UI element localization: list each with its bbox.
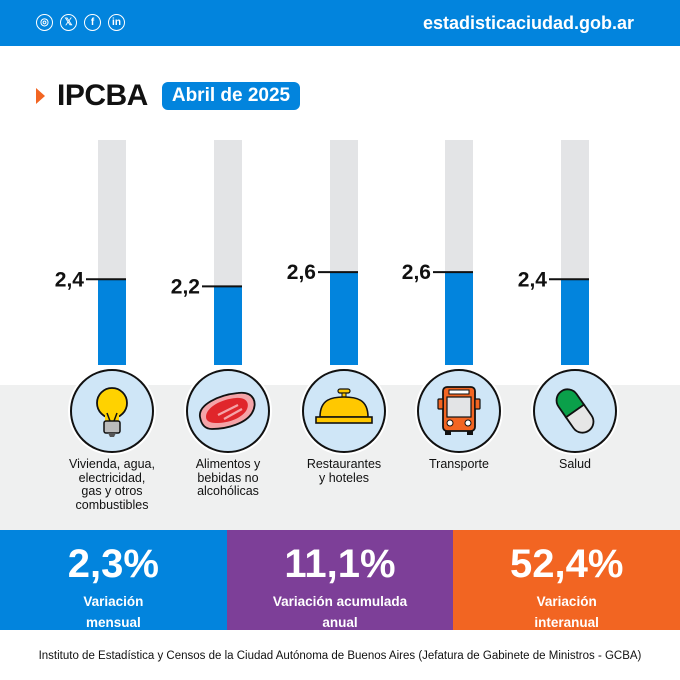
- top-bar: ◎ 𝕏 f in estadisticaciudad.gob.ar: [0, 0, 680, 46]
- bus-icon: [437, 386, 481, 435]
- data-label: 2,4: [55, 268, 85, 291]
- category-label-line: y hoteles: [318, 470, 370, 485]
- stat-value: 11,1%: [284, 542, 396, 586]
- stat-value: 52,4%: [509, 542, 624, 586]
- city-skyline: [0, 436, 680, 460]
- category-label-line: Restaurantes: [306, 457, 382, 471]
- bar: [561, 279, 589, 365]
- data-label: 2,6: [402, 261, 431, 284]
- category-label-line: Transporte: [429, 457, 489, 471]
- category-label-line: Salud: [559, 457, 591, 471]
- stat-caption-line: Variación: [536, 594, 597, 609]
- period-badge: Abril de 2025: [161, 82, 301, 110]
- pill-icon: [555, 388, 595, 434]
- stats-row: 2,3% Variación mensual 11,1% Variación a…: [0, 530, 680, 630]
- stat-interannual: 52,4% Variación interanual: [453, 530, 680, 630]
- title-row: IPCBA Abril de 2025: [36, 79, 301, 112]
- site-url-link[interactable]: estadisticaciudad.gob.ar: [422, 13, 634, 33]
- stat-accumulated: 11,1% Variación acumulada anual: [226, 530, 454, 630]
- stat-caption-line: Variación: [83, 594, 144, 609]
- category-label-line: Alimentos y: [195, 457, 261, 471]
- footer-credit: Instituto de Estadística y Censos de la …: [38, 650, 642, 662]
- stat-caption-line: anual: [322, 615, 358, 630]
- category-label-line: alcohólicas: [197, 484, 259, 498]
- stat-monthly: 2,3% Variación mensual: [0, 530, 227, 630]
- page-title: IPCBA: [57, 79, 148, 112]
- x-twitter-icon[interactable]: 𝕏: [60, 14, 77, 31]
- data-label: 2,6: [287, 261, 316, 284]
- instagram-icon[interactable]: ◎: [36, 14, 53, 31]
- category-label: Vivienda, agua, electricidad, gas y otros c…: [47, 457, 177, 512]
- bar: [330, 272, 358, 365]
- bar: [214, 286, 242, 365]
- category-label-line: combustibles: [75, 497, 149, 512]
- category-label-line: bebidas no: [197, 470, 259, 485]
- lightbulb-icon: [96, 387, 128, 437]
- service-bell-icon: [315, 388, 373, 424]
- stat-caption-line: Variación acumulada: [272, 594, 408, 609]
- linkedin-icon[interactable]: in: [108, 14, 125, 31]
- stat-caption-line: interanual: [534, 615, 599, 630]
- arrow-icon: [36, 88, 45, 104]
- data-label: 2,2: [171, 275, 200, 298]
- bar: [445, 272, 473, 365]
- category-label: Transporte: [394, 457, 524, 472]
- category-label-line: electricidad,: [78, 470, 146, 485]
- category-label: Salud: [510, 457, 640, 472]
- category-label: Alimentos y bebidas no alcohólicas: [163, 457, 293, 499]
- category-label-line: Vivienda, agua,: [69, 457, 155, 471]
- steak-icon: [199, 391, 256, 430]
- data-label: 2,4: [518, 268, 548, 291]
- facebook-icon[interactable]: f: [84, 14, 101, 31]
- social-links: ◎ 𝕏 f in: [36, 14, 125, 31]
- stat-value: 2,3%: [67, 542, 159, 586]
- stat-caption-line: mensual: [85, 615, 141, 630]
- bar-chart: 2,4 2,2 2,6 2,6 2,4: [55, 140, 619, 455]
- category-label: Restaurantes y hoteles: [279, 457, 409, 485]
- bar: [98, 279, 126, 365]
- category-label-line: gas y otros: [81, 484, 143, 498]
